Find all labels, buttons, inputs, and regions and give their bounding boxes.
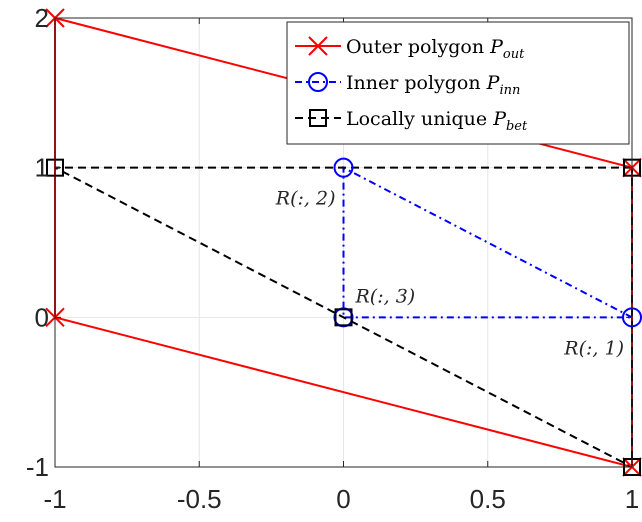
x-tick-label: 0	[336, 484, 350, 514]
annotations: R(:, 1) R(:, 2) R(:, 3)	[275, 188, 624, 360]
y-tick-label: 1	[35, 153, 49, 183]
x-tick-label: -1	[43, 484, 66, 514]
x-tick-label: -0.5	[177, 484, 222, 514]
y-tick-label: 0	[35, 302, 49, 332]
legend-label-outer: Outer polygon Pout	[346, 36, 525, 62]
legend: Outer polygon Pout Inner polygon Pinn Loca…	[286, 21, 630, 145]
x-tick-label: 0.5	[470, 484, 506, 514]
point-annotation: R(:, 2)	[275, 188, 336, 210]
inner-point-marker	[333, 157, 354, 178]
y-tick-label: 2	[35, 3, 49, 33]
y-tick-label: -1	[26, 452, 49, 482]
point-annotation: R(:, 1)	[563, 337, 624, 359]
legend-label-inner: Inner polygon Pinn	[346, 72, 520, 98]
tick-labels: -1 -0.5 0 0.5 1 -1 0 1 2	[26, 3, 639, 514]
legend-box	[286, 21, 630, 145]
point-annotation: R(:, 3)	[355, 285, 416, 307]
between-point-marker	[334, 308, 353, 327]
legend-marker-between	[309, 109, 327, 127]
legend-marker-outer	[308, 36, 328, 56]
legend-marker-inner	[308, 72, 328, 92]
legend-label-between: Locally unique Pbet	[346, 108, 528, 134]
x-tick-label: 1	[625, 484, 639, 514]
inner-series-line	[342, 166, 633, 319]
